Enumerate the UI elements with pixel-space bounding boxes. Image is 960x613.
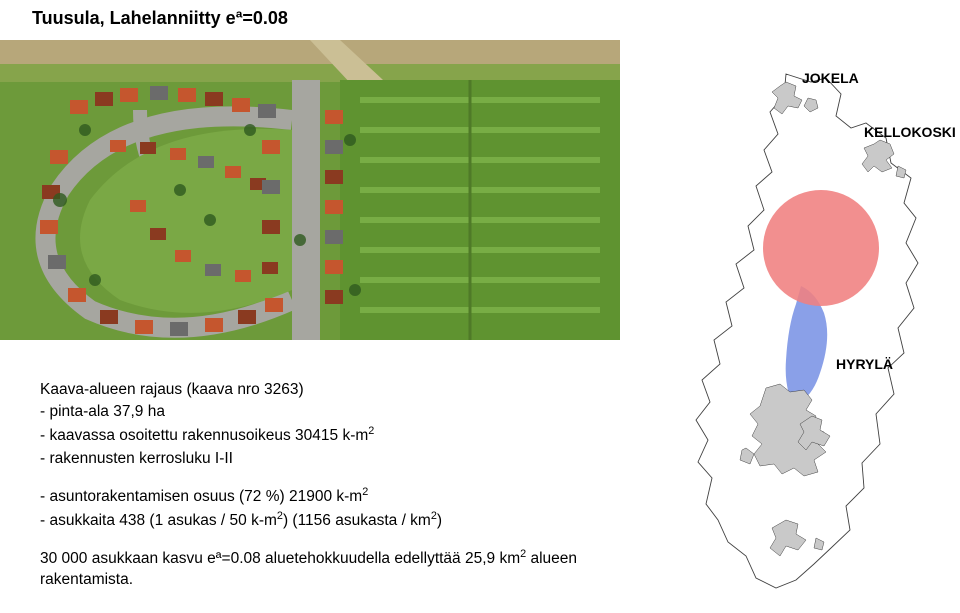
label-kellokoski: KELLOKOSKI [864,124,956,140]
builtup-jokela [772,82,818,114]
info-line-7: 30 000 asukkaan kasvu eª=0.08 aluetehokk… [40,547,600,589]
label-jokela: JOKELA [802,70,859,86]
info-line-6: - asukkaita 438 (1 asukas / 50 k-m2) (11… [40,509,600,531]
builtup-hyryla [740,384,830,476]
builtup-south [770,520,824,556]
info-line-5: - asuntorakentamisen osuus (72 %) 21900 … [40,485,600,507]
label-hyryla: HYRYLÄ [836,356,893,372]
info-line-2: - pinta-ala 37,9 ha [40,402,600,422]
page-title: Tuusula, Lahelanniitty eª=0.08 [32,8,288,29]
builtup-kellokoski [862,140,906,178]
highlight-circle [763,190,879,306]
info-line-1: Kaava-alueen rajaus (kaava nro 3263) [40,380,600,400]
locator-map: JOKELA KELLOKOSKI HYRYLÄ [636,68,956,598]
aerial-photo [0,40,620,340]
info-line-3: - kaavassa osoitettu rakennusoikeus 3041… [40,424,600,446]
info-line-4: - rakennusten kerrosluku I-II [40,449,600,469]
info-block: Kaava-alueen rajaus (kaava nro 3263) - p… [40,380,600,592]
